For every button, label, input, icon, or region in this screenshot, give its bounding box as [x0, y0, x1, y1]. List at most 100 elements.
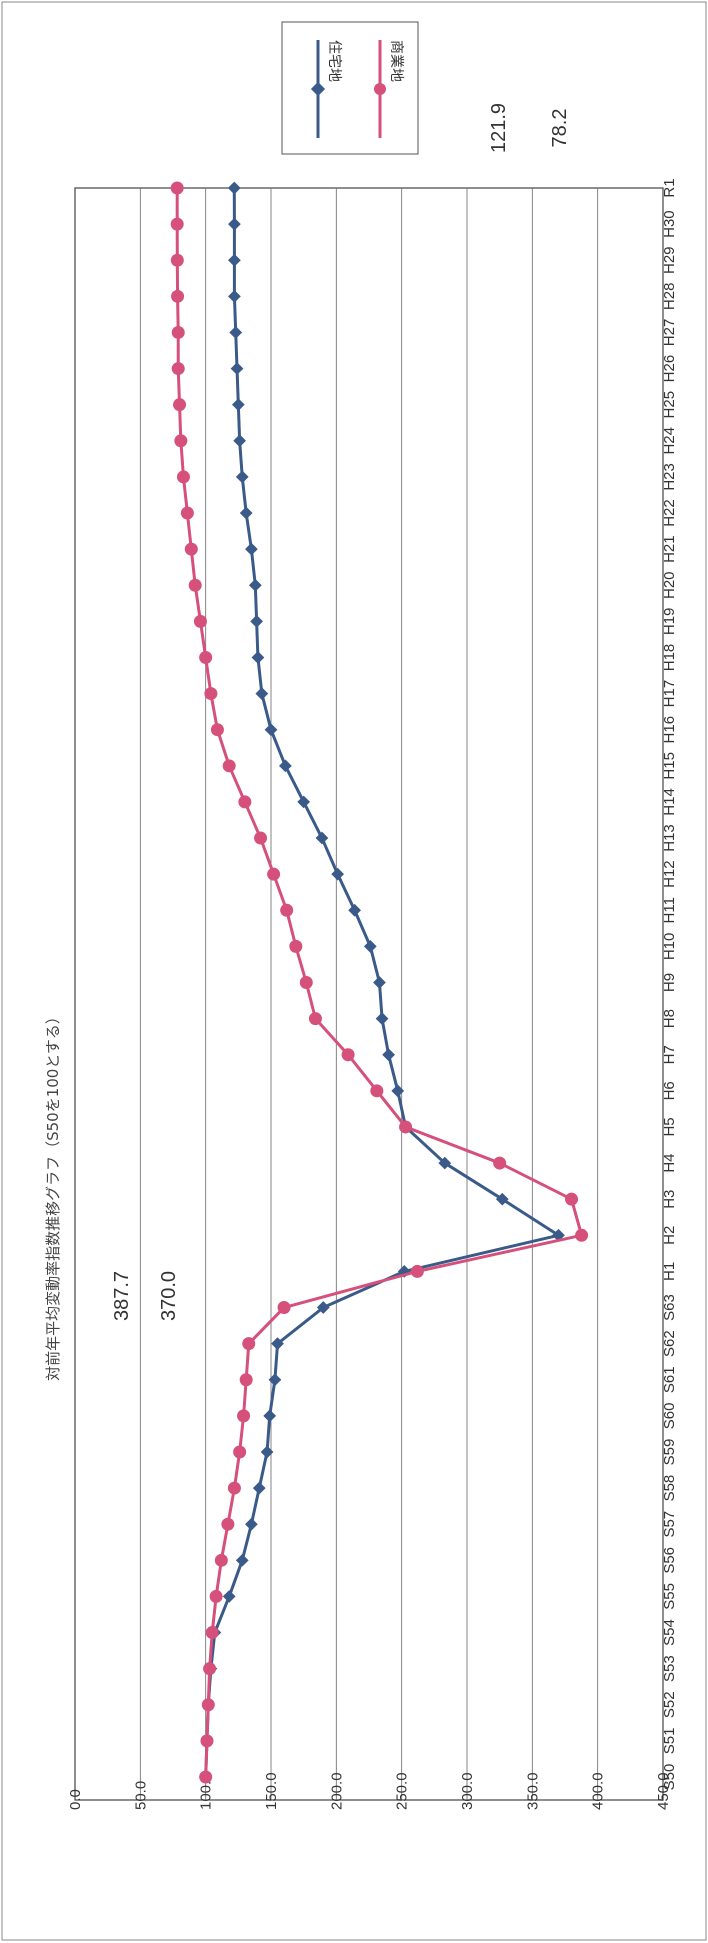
data-point	[263, 1409, 277, 1423]
data-point	[171, 325, 185, 339]
data-point	[201, 1698, 215, 1712]
data-point	[252, 1481, 266, 1495]
x-tick-label: H8	[661, 1009, 678, 1028]
data-point	[228, 217, 241, 231]
data-point	[171, 289, 185, 303]
data-point	[235, 470, 249, 484]
data-point	[209, 1589, 223, 1603]
data-point	[221, 1517, 235, 1531]
data-point	[299, 976, 313, 989]
x-tick-label: H7	[661, 1045, 678, 1064]
y-tick-label: 50.0	[132, 1781, 149, 1810]
series-layer	[170, 181, 589, 1784]
data-point	[231, 398, 245, 412]
data-point	[227, 181, 241, 195]
data-point	[375, 1012, 389, 1025]
data-point	[267, 867, 281, 881]
x-tick-label: S62	[661, 1330, 678, 1357]
data-point	[193, 614, 207, 628]
annotation-peak-commercial: 387.7	[111, 1271, 133, 1321]
x-tick-label: S58	[661, 1475, 678, 1502]
chart-title: 対前年平均変動率指数推移グラフ（S50を100とする）	[44, 1009, 62, 1381]
data-point	[235, 1553, 249, 1567]
x-tick-label: S57	[661, 1511, 678, 1538]
x-tick-label: H12	[661, 860, 678, 888]
x-tick-label: H26	[661, 355, 678, 383]
data-point	[222, 1590, 236, 1603]
data-point	[180, 506, 194, 520]
data-point	[297, 795, 311, 809]
y-tick-label: 350.0	[524, 1772, 541, 1810]
data-point	[170, 253, 184, 267]
x-tick-label: S50	[661, 1764, 678, 1791]
y-tick-label: 450.0	[655, 1772, 672, 1810]
data-point	[184, 542, 198, 556]
legend: 住宅地 商業地	[281, 21, 419, 155]
legend-marker-residential	[310, 81, 326, 97]
data-point	[280, 903, 294, 917]
data-point	[170, 217, 184, 231]
data-point	[245, 542, 258, 556]
legend-box	[281, 21, 419, 155]
y-tick-label: 150.0	[263, 1772, 280, 1810]
x-tick-label: S56	[661, 1547, 678, 1574]
x-tick-label: H10	[661, 933, 678, 961]
x-tick-label: H30	[661, 210, 678, 238]
data-point	[173, 398, 187, 412]
x-tick-label: S51	[661, 1728, 678, 1755]
x-tick-label: S54	[661, 1619, 678, 1646]
data-point	[575, 1228, 589, 1242]
x-tick-label: H23	[661, 463, 678, 491]
data-point	[373, 976, 386, 989]
x-tick-label: S55	[661, 1583, 678, 1610]
x-tick-label: H27	[661, 319, 678, 347]
data-point	[254, 831, 268, 845]
x-tick-label: H1	[661, 1262, 678, 1281]
x-tick-label: H17	[661, 680, 678, 708]
data-point	[255, 687, 269, 700]
data-point	[260, 1445, 274, 1459]
data-point	[230, 362, 244, 375]
data-point	[245, 1517, 258, 1531]
x-tick-label: H14	[661, 788, 678, 816]
data-point	[203, 1662, 217, 1676]
y-tick-label: 300.0	[459, 1772, 476, 1810]
data-point	[237, 1409, 251, 1423]
data-point	[250, 614, 263, 628]
data-point	[170, 181, 184, 195]
grid-layer	[139, 188, 599, 1800]
data-point	[239, 506, 253, 520]
x-tick-label: S60	[661, 1403, 678, 1430]
y-tick-label: 400.0	[590, 1772, 607, 1810]
data-point	[199, 650, 213, 664]
x-tick-labels: S50 S51 S52 S53 S54 S55 S56 S57 S58 S59 S60 S61 S62 S…	[661, 178, 678, 1790]
data-point	[222, 759, 236, 773]
data-point	[264, 723, 278, 737]
x-tick-label: H22	[661, 499, 678, 527]
data-point	[382, 1048, 395, 1062]
data-point	[410, 1264, 424, 1278]
data-point	[200, 1734, 214, 1748]
x-tick-label: S63	[661, 1294, 678, 1321]
x-tick-label: H3	[661, 1190, 678, 1209]
data-point	[289, 939, 303, 953]
y-tick-label: 0.0	[67, 1789, 84, 1810]
legend-label-commercial: 商業地	[388, 40, 404, 82]
x-tick-label: S59	[661, 1439, 678, 1466]
data-point	[229, 326, 243, 339]
data-point	[174, 434, 188, 448]
data-point	[242, 1337, 256, 1351]
data-point	[315, 831, 329, 845]
data-point	[565, 1192, 579, 1206]
x-tick-label: H18	[661, 644, 678, 672]
y-tick-label: 200.0	[328, 1772, 345, 1810]
series-residential	[199, 181, 565, 1784]
x-tick-label: H9	[661, 973, 678, 992]
x-tick-label: S53	[661, 1655, 678, 1682]
data-point	[176, 470, 190, 484]
data-point	[204, 687, 218, 701]
x-tick-label: H11	[661, 897, 678, 923]
data-point	[228, 289, 241, 303]
